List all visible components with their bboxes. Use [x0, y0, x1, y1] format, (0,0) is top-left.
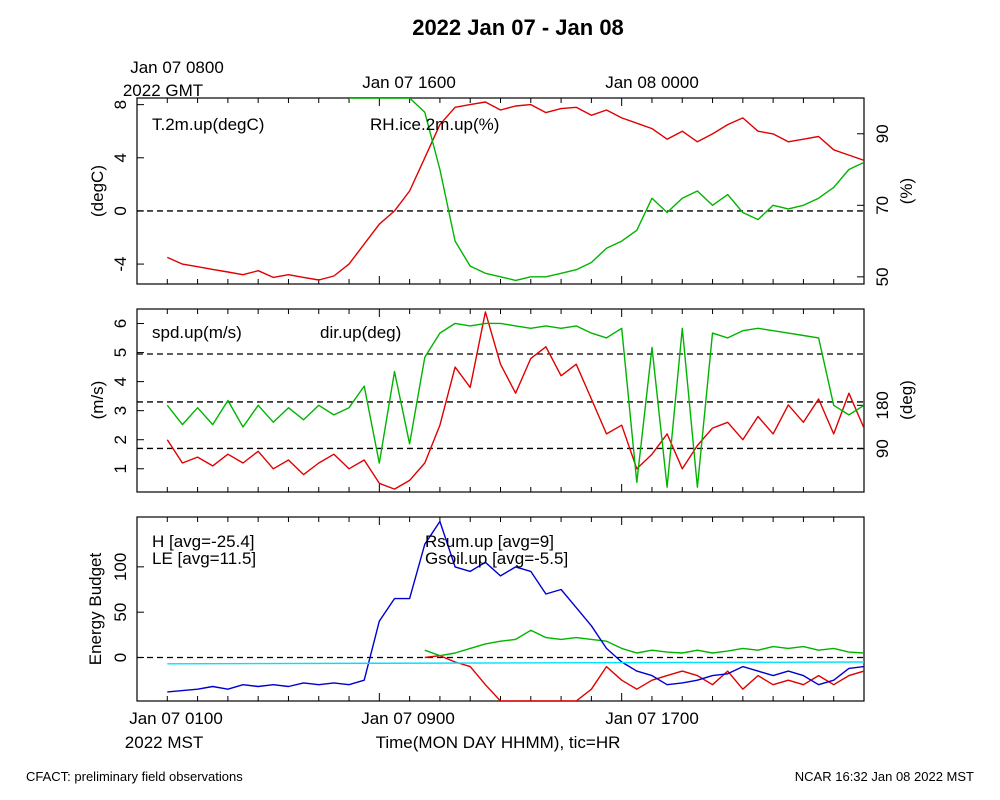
- panel-2-ylabel-right: (deg): [897, 380, 916, 420]
- series-layer: [166, 98, 864, 701]
- panel-1-ylabel-right: (%): [897, 178, 916, 204]
- y-right-tick-label: 90: [873, 124, 892, 143]
- y-tick-label: 100: [111, 553, 130, 581]
- bottom-time-label-1-sub: 2022 MST: [125, 733, 203, 752]
- legend-le: LE [avg=11.5]: [152, 549, 256, 568]
- series-line-1-0: [166, 311, 864, 490]
- y-tick-label: 4: [111, 377, 130, 386]
- panel-2-frame: [136, 308, 865, 493]
- panel-2-ylabel: (m/s): [88, 381, 107, 420]
- reference-lines: [137, 210, 864, 659]
- panel-3-ylabel: Energy Budget: [86, 552, 105, 665]
- series-line-2-2: [167, 520, 864, 693]
- legend-h: H [avg=-25.4]: [152, 532, 255, 551]
- y-tick-label: 6: [111, 319, 130, 328]
- footer-left: CFACT: preliminary field observations: [26, 769, 243, 784]
- bottom-time-label-3: Jan 07 1700: [605, 709, 699, 728]
- series-line-0-1: [349, 98, 864, 282]
- panel-1-ylabel: (degC): [88, 165, 107, 217]
- y-tick-label: 0: [111, 653, 130, 662]
- series-line-2-0: [424, 655, 864, 701]
- y-tick-label: 5: [111, 348, 130, 357]
- y-tick-label: 4: [111, 153, 130, 162]
- top-time-label-1: Jan 07 0800: [130, 58, 224, 77]
- top-time-label-2: Jan 07 1600: [362, 73, 456, 92]
- bottom-time-label-2: Jan 07 0900: [361, 709, 455, 728]
- legend-spd: spd.up(m/s): [152, 323, 242, 342]
- top-time-label-3: Jan 08 0000: [605, 73, 699, 92]
- y-tick-label: -4: [111, 257, 130, 272]
- series-line-2-3: [167, 661, 864, 665]
- series-line-2-1: [424, 629, 864, 657]
- legend-gsoil: Gsoil.up [avg=-5.5]: [425, 549, 568, 568]
- y-right-tick-label: 180: [873, 391, 892, 419]
- y-tick-label: 0: [111, 206, 130, 215]
- y-tick-label: 1: [111, 464, 130, 473]
- series-line-1-1: [166, 322, 864, 488]
- top-time-label-1-sub: 2022 GMT: [123, 81, 203, 100]
- footer-right: NCAR 16:32 Jan 08 2022 MST: [795, 769, 974, 784]
- legend-rh: RH.ice.2m.up(%): [370, 115, 499, 134]
- y-tick-label: 8: [111, 100, 130, 109]
- series-line-0-0: [167, 101, 864, 281]
- y-tick-label: 50: [111, 603, 130, 622]
- axes-layer: -4 0 4 8 50 70 90 1 2 3 4 5 6 90 180 0 50 100: [111, 98, 892, 701]
- y-right-tick-label: 70: [873, 196, 892, 215]
- y-tick-label: 3: [111, 406, 130, 415]
- x-axis-label: Time(MON DAY HHMM), tic=HR: [376, 733, 621, 752]
- legend-t2m: T.2m.up(degC): [152, 115, 264, 134]
- y-tick-label: 2: [111, 435, 130, 444]
- chart-title: 2022 Jan 07 - Jan 08: [412, 15, 624, 40]
- legend-dir: dir.up(deg): [320, 323, 401, 342]
- y-right-tick-label: 50: [873, 267, 892, 286]
- bottom-time-label-1: Jan 07 0100: [129, 709, 223, 728]
- legend-rsum: Rsum.up [avg=9]: [425, 532, 554, 551]
- y-right-tick-label: 90: [873, 439, 892, 458]
